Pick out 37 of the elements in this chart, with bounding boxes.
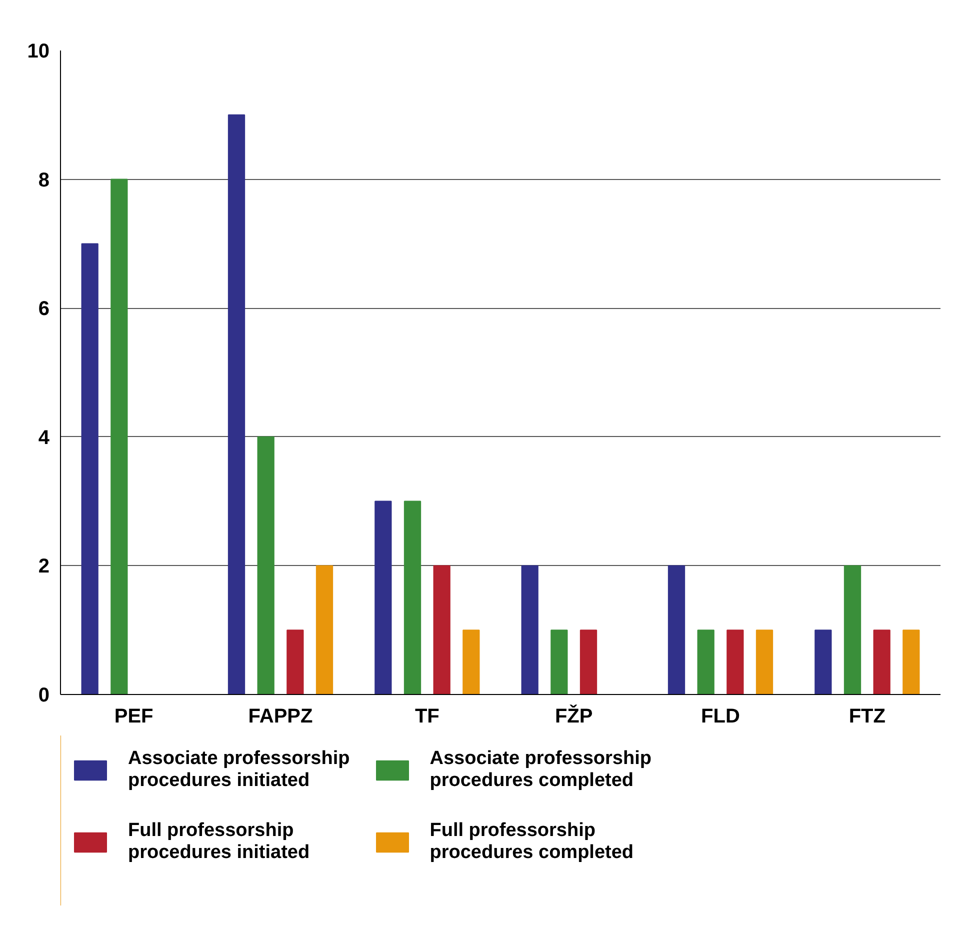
- x-tick-label: TF: [414, 706, 440, 728]
- x-tick-label: FŽP: [554, 704, 593, 728]
- y-tick-label: 8: [38, 169, 50, 192]
- bar: [81, 243, 98, 694]
- bar: [814, 630, 832, 694]
- bar: [110, 178, 128, 694]
- bar: [521, 565, 538, 694]
- bar: [668, 565, 686, 694]
- legend-label: Associate professorship procedures initiated: [128, 747, 350, 793]
- bar: [902, 630, 920, 694]
- legend-label: Full professorship procedures initiated: [128, 819, 310, 865]
- y-tick-label: 2: [38, 556, 50, 578]
- bar: [228, 114, 246, 694]
- x-tick-label: FTZ: [848, 706, 886, 728]
- bar: [433, 565, 450, 694]
- bar: [462, 630, 480, 694]
- bar: [257, 436, 274, 694]
- x-tick-label: FLD: [701, 706, 740, 728]
- bar: [316, 565, 334, 694]
- bar: [756, 630, 774, 694]
- bar: [374, 500, 392, 694]
- y-tick-label: 4: [38, 426, 50, 449]
- y-tick-label: 0: [38, 684, 50, 706]
- legend-label: Full professorship procedures completed: [430, 819, 634, 865]
- bar: [580, 630, 598, 694]
- bar: [873, 630, 890, 694]
- bar: [844, 565, 862, 694]
- bar: [697, 630, 714, 694]
- bar: [726, 630, 744, 694]
- x-tick-label: FAPPZ: [248, 706, 313, 728]
- x-tick-label: PEF: [114, 706, 154, 728]
- bar: [404, 500, 422, 694]
- y-tick-label: 10: [27, 40, 50, 62]
- bar: [286, 630, 304, 694]
- y-tick-label: 6: [38, 298, 50, 320]
- legend-label: Associate professorship procedures completed: [430, 747, 652, 793]
- bar: [550, 630, 568, 694]
